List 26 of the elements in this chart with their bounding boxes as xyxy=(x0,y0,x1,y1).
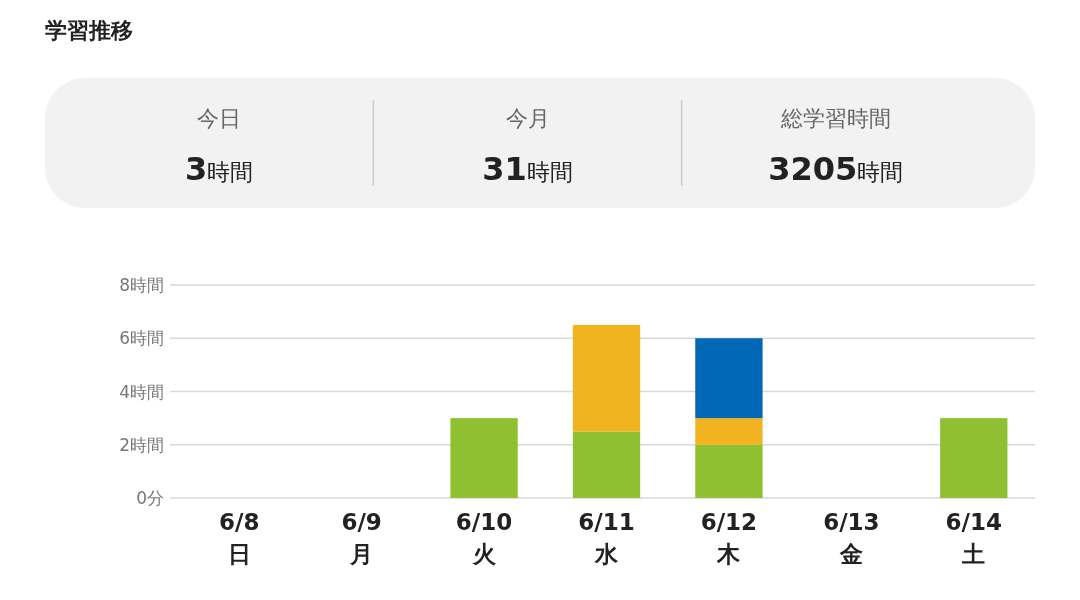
bar xyxy=(695,338,763,419)
bar xyxy=(572,431,641,498)
x-tick-label: 6/12 木 xyxy=(700,509,758,567)
x-tick-label: 6/14 土 xyxy=(945,509,1002,567)
text: 3時間 xyxy=(185,150,254,188)
x-tick-label: 6/10 火 xyxy=(455,509,513,567)
y-tick-label: 2時間 xyxy=(119,434,164,455)
x-tick-label: 6/9 月 xyxy=(341,509,382,567)
y-tick-label: 6時間 xyxy=(119,328,164,349)
y-tick-label: 4時間 xyxy=(119,381,164,402)
bar xyxy=(572,324,641,432)
y-tick-label: 0分 xyxy=(136,488,164,508)
x-tick-label: 6/11 水 xyxy=(578,509,635,567)
bar xyxy=(695,418,763,445)
text: 31時間 xyxy=(482,150,573,188)
bar xyxy=(940,418,1008,498)
text: 3205時間 xyxy=(768,150,904,188)
bar xyxy=(695,444,763,498)
y-tick-label: 8時間 xyxy=(119,275,164,295)
bar xyxy=(450,418,518,498)
text: 総学習時間 xyxy=(779,106,891,131)
x-tick-label: 6/13 金 xyxy=(823,509,880,567)
text: 学習推移 xyxy=(45,18,133,43)
x-tick-label: 6/8 日 xyxy=(219,509,260,567)
text: 今日 xyxy=(197,106,242,131)
text: 今月 xyxy=(505,106,550,131)
